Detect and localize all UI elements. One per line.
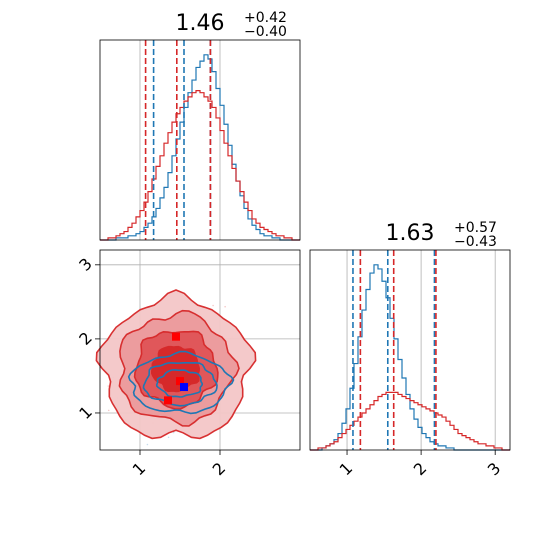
histogram-series [100,89,300,241]
x-ticks: 1 2 3 [336,450,505,480]
scatter-point [167,436,170,439]
scatter-point [172,431,175,434]
histogram-series-group [310,264,510,451]
contour-level-line [142,361,218,407]
axes-frame [99,39,301,241]
histogram-series [310,391,510,451]
x-tick-label: 2 [209,459,230,480]
y-ticks: 1 2 3 [75,254,100,423]
x-tick-label: 1 [129,459,150,480]
scatter-point [224,305,226,308]
x-tick-label: 2 [410,459,431,480]
scatter-point [107,409,110,412]
grid-lines [139,40,221,240]
quantile-lines-group [144,40,212,240]
marginal-histogram-param2: 1.63 +0.57 −0.43 1 2 3 [309,220,511,480]
grid-lines [346,250,496,450]
marker-red [172,332,180,341]
y-tick-label: 1 [75,402,96,423]
histogram-series [310,264,510,451]
contour-level-line [155,369,204,398]
scatter-point [146,443,149,446]
y-tick-label: 3 [75,254,96,275]
marker-blue [180,383,188,392]
scatter-point [212,304,214,307]
marginal-histogram-param1: 1.46 +0.42 −0.40 [99,10,301,241]
panel-title-upper-error: +0.57 [454,220,497,236]
marker-red [176,377,184,386]
panel-title-lower-error: −0.40 [244,24,287,40]
axes-frame [99,249,301,451]
histogram-series-group [100,54,300,241]
panel-title: 1.63 [386,221,435,246]
panel-title: 1.46 [176,11,225,36]
marker-red [164,396,172,405]
panel-title-lower-error: −0.43 [454,234,497,250]
histogram-series [100,54,300,241]
panel-title-upper-error: +0.42 [244,10,287,26]
x-tick-label: 1 [336,459,357,480]
quantile-lines-group [352,250,437,450]
axes-frame [309,249,511,451]
contour-group [95,289,257,440]
marker-group [164,332,188,405]
scatter-point [107,385,110,387]
contour-level-line [127,350,235,415]
y-tick-label: 2 [75,328,96,349]
x-tick-label: 3 [484,459,505,480]
